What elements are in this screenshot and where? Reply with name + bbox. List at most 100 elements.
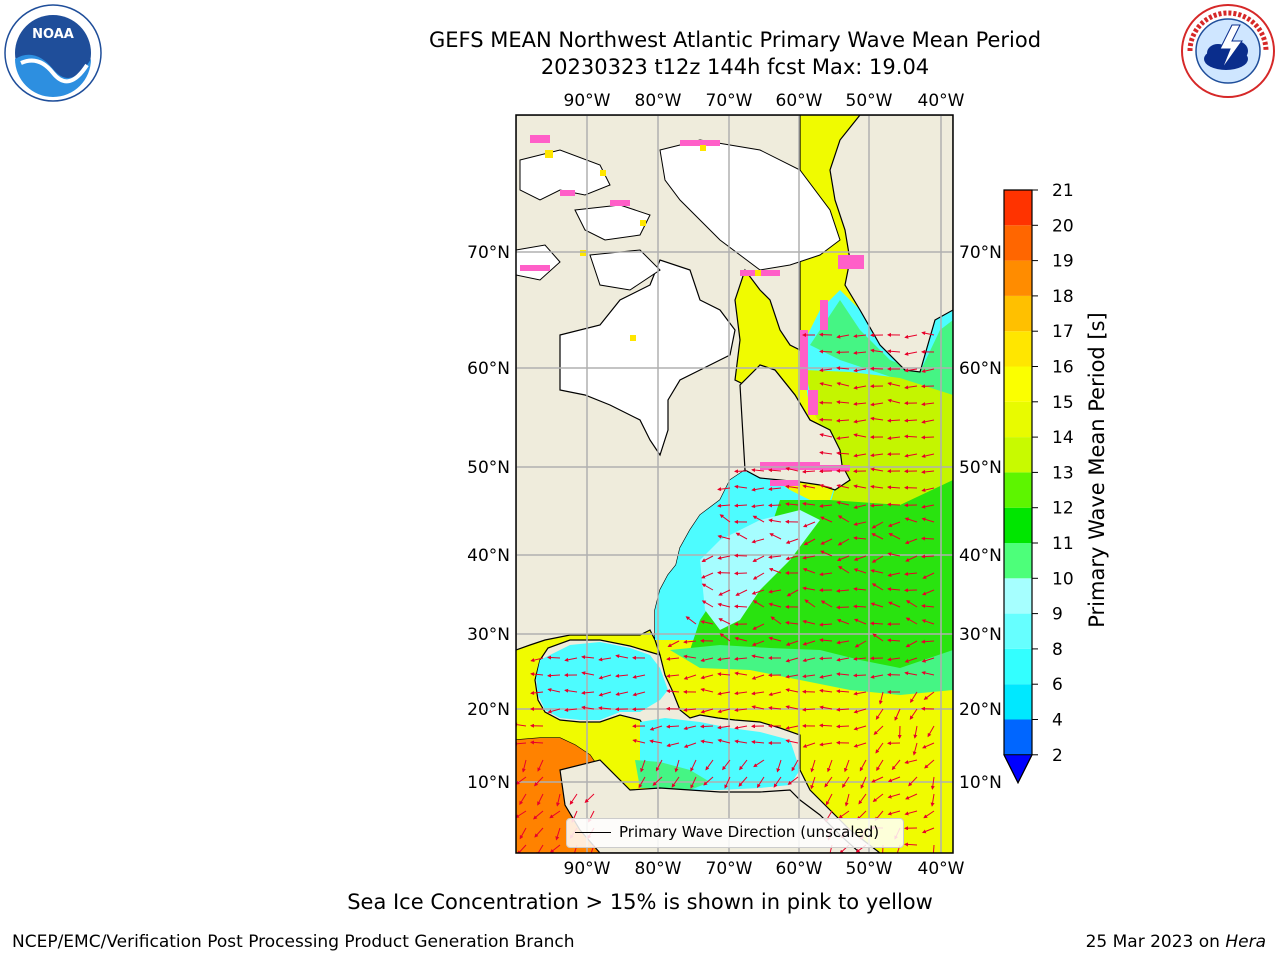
lat-label-right: 50°N bbox=[959, 458, 1002, 478]
wave-vector bbox=[701, 572, 714, 579]
wave-vector bbox=[887, 349, 901, 354]
wave-vector bbox=[770, 616, 782, 625]
wave-vector bbox=[836, 400, 850, 405]
wave-vector bbox=[785, 657, 799, 663]
wave-vector bbox=[905, 555, 918, 562]
colorbar: 2 4 6 8 9 10 11 12 13 14 15 16 17 18 19 20 21 bbox=[1003, 181, 1074, 785]
wave-vector bbox=[837, 538, 850, 546]
wave-vector bbox=[819, 382, 833, 387]
wave-vector bbox=[534, 776, 544, 787]
wave-vector bbox=[802, 568, 816, 574]
wave-vector bbox=[751, 487, 765, 492]
wave-vector bbox=[904, 351, 918, 356]
wave-vector bbox=[803, 538, 816, 546]
wave-vector bbox=[802, 469, 816, 474]
wave-vector bbox=[752, 600, 765, 608]
wave-vector bbox=[921, 331, 935, 336]
wave-vector bbox=[904, 385, 918, 390]
wave-vector bbox=[853, 385, 867, 390]
wave-vector bbox=[701, 583, 714, 591]
wave-vector bbox=[904, 842, 918, 847]
wave-vector bbox=[887, 418, 901, 423]
wave-vector bbox=[598, 706, 612, 711]
wave-vector bbox=[752, 515, 765, 523]
wave-vector bbox=[819, 674, 833, 679]
wave-vector bbox=[768, 706, 782, 711]
wave-vector bbox=[519, 793, 527, 806]
wave-vector bbox=[887, 502, 901, 507]
wave-vector bbox=[734, 708, 748, 713]
wave-vector bbox=[824, 776, 833, 788]
wave-vector bbox=[734, 656, 748, 661]
wave-vector bbox=[751, 740, 765, 745]
wave-vector bbox=[921, 536, 935, 541]
wave-vector bbox=[870, 467, 884, 472]
wave-vector bbox=[912, 742, 918, 756]
colorbar-tick-label: 14 bbox=[1052, 428, 1074, 448]
wave-vector bbox=[932, 844, 935, 853]
wave-vector bbox=[751, 589, 765, 595]
wave-vector bbox=[768, 555, 782, 560]
wave-vector bbox=[530, 657, 544, 663]
wave-vector bbox=[836, 366, 850, 371]
wave-vector bbox=[785, 620, 799, 625]
wave-vector bbox=[904, 759, 918, 765]
wave-vector bbox=[853, 433, 867, 438]
wave-vector bbox=[598, 674, 612, 680]
wave-direction-vectors bbox=[516, 331, 935, 853]
wave-vector bbox=[820, 600, 833, 608]
wave-vector bbox=[853, 521, 867, 526]
colorbar-tick-label: 12 bbox=[1052, 499, 1074, 519]
wave-vector bbox=[776, 759, 782, 773]
wave-vector bbox=[667, 640, 680, 647]
wave-vector bbox=[858, 793, 867, 805]
wave-vector bbox=[922, 742, 935, 749]
wave-vector bbox=[734, 691, 748, 696]
colorbar-segment bbox=[1004, 260, 1032, 296]
wave-vector bbox=[810, 759, 816, 773]
noaa-logo-text: NOAA bbox=[32, 27, 74, 42]
wave-vector bbox=[569, 793, 578, 805]
noaa-logo: NOAA bbox=[4, 4, 102, 102]
wave-vector bbox=[810, 776, 816, 790]
wave-vector bbox=[735, 532, 748, 540]
arctic-channels bbox=[659, 139, 841, 271]
colorbar-tick-label: 4 bbox=[1052, 711, 1063, 731]
wave-vector bbox=[700, 708, 714, 714]
wave-vector bbox=[802, 501, 816, 506]
wave-vector bbox=[615, 673, 629, 678]
wave-vector bbox=[871, 533, 884, 540]
wave-vector bbox=[836, 605, 850, 610]
wave-vector bbox=[870, 569, 884, 574]
wave-vector bbox=[683, 674, 697, 680]
footer-date-text: 25 Mar 2023 on bbox=[1085, 932, 1226, 952]
wave-vector bbox=[894, 708, 901, 721]
wave-vector bbox=[530, 740, 544, 745]
wave-vector bbox=[904, 434, 918, 439]
wave-vector bbox=[751, 640, 765, 647]
wave-vector bbox=[700, 657, 714, 663]
wave-vector bbox=[921, 504, 935, 509]
wave-vector bbox=[838, 565, 850, 574]
wave-vector bbox=[853, 708, 867, 714]
wave-vector bbox=[581, 671, 595, 676]
wave-vector bbox=[683, 707, 697, 712]
wave-vector bbox=[717, 672, 731, 677]
wave-vector bbox=[615, 691, 629, 696]
wave-vector bbox=[836, 588, 850, 593]
wave-vector bbox=[853, 350, 867, 355]
wave-vector bbox=[640, 759, 646, 773]
lon-label-top: 60°W bbox=[776, 91, 823, 111]
wave-vector bbox=[734, 671, 748, 676]
lat-label-right: 70°N bbox=[959, 243, 1002, 263]
wave-vector bbox=[768, 589, 782, 594]
colorbar-segment bbox=[1004, 190, 1032, 226]
plot-title: GEFS MEAN Northwest Atlantic Primary Wav… bbox=[428, 28, 1042, 52]
wave-vector bbox=[785, 674, 799, 679]
wave-vector bbox=[785, 502, 799, 507]
wave-vector bbox=[870, 366, 884, 371]
wave-vector bbox=[853, 618, 867, 625]
wave-vector bbox=[556, 793, 561, 807]
wave-vector bbox=[785, 484, 799, 489]
wave-vector bbox=[836, 555, 850, 562]
